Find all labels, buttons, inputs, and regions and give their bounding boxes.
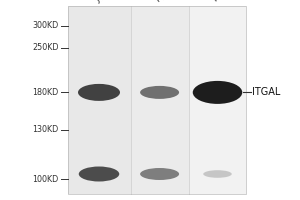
Text: 300KD: 300KD [32,21,58,30]
Bar [68,6,246,194]
Bar [130,6,189,194]
Ellipse shape [140,168,179,180]
Bar [68,6,130,194]
Text: ITGAL: ITGAL [252,87,280,97]
Text: Mouse liver: Mouse liver [212,0,257,4]
Text: 250KD: 250KD [32,43,58,52]
Ellipse shape [79,166,119,182]
Ellipse shape [193,81,242,104]
Text: 180KD: 180KD [32,88,58,97]
Ellipse shape [78,84,120,101]
Bar [189,6,246,194]
Ellipse shape [140,86,179,99]
Text: 130KD: 130KD [32,125,58,134]
Text: HepG2: HepG2 [154,0,183,4]
Text: 100KD: 100KD [32,174,58,184]
Ellipse shape [203,170,232,178]
Text: Jurkat: Jurkat [93,0,119,4]
